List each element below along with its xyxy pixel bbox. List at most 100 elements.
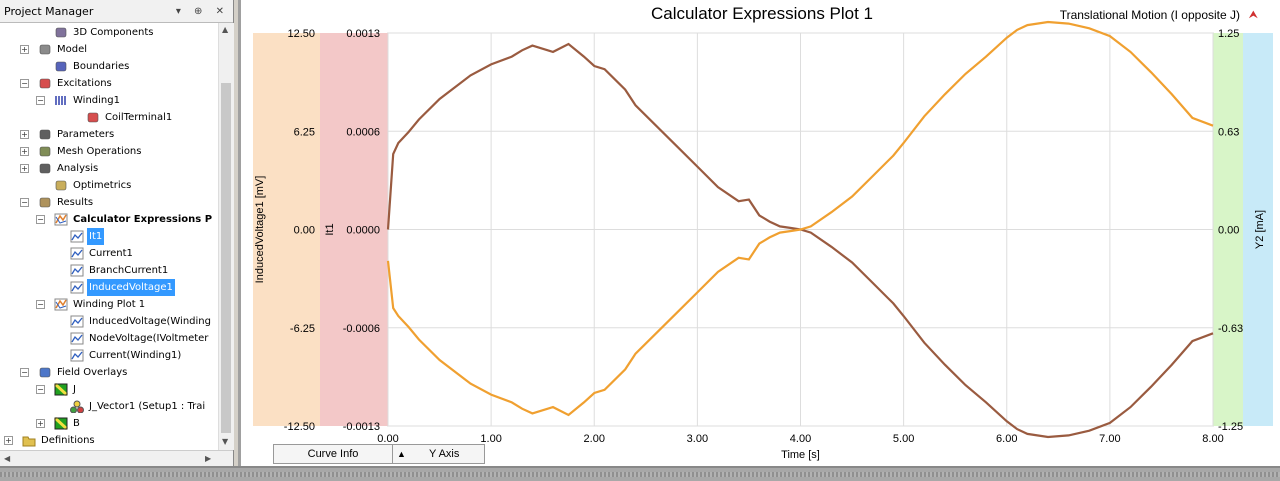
band-right-axis bbox=[1213, 33, 1243, 426]
y-tick-label: -6.25 bbox=[290, 323, 315, 335]
plot-subtitle: Translational Motion (I opposite J) bbox=[1059, 8, 1240, 22]
trace-icon bbox=[70, 247, 84, 260]
series-orange bbox=[386, 20, 1214, 417]
collapse-icon[interactable]: − bbox=[36, 96, 45, 105]
collapse-icon[interactable]: − bbox=[20, 198, 29, 207]
vector-icon bbox=[70, 400, 84, 414]
trace-icon bbox=[70, 349, 84, 362]
y-tick-label: -12.50 bbox=[284, 421, 315, 433]
tree-item-label: B bbox=[73, 418, 80, 429]
tree-item-label: Winding1 bbox=[73, 95, 120, 106]
tab-y-axis[interactable]: ▲ Y Axis bbox=[393, 445, 483, 463]
band-induced-voltage-axis bbox=[253, 33, 320, 426]
excitations-icon bbox=[38, 77, 52, 90]
tree-item-label: Calculator Expressions P bbox=[73, 214, 213, 225]
y-tick-label: 0.00 bbox=[294, 225, 315, 237]
y-tick-label: -0.0013 bbox=[343, 421, 380, 433]
tree-vertical-scrollbar[interactable]: ▲ ▼ bbox=[218, 23, 234, 450]
scroll-thumb[interactable] bbox=[221, 83, 231, 433]
panel-title: Project Manager bbox=[4, 5, 94, 18]
field-overlays-icon bbox=[38, 366, 52, 379]
y-tick-label: 6.25 bbox=[294, 126, 315, 138]
collapse-icon[interactable]: − bbox=[20, 79, 29, 88]
y-tick-label: 0.0000 bbox=[346, 225, 380, 237]
tree-item-label: Current(Winding1) bbox=[89, 350, 182, 361]
collapse-icon[interactable]: − bbox=[20, 368, 29, 377]
expand-icon[interactable]: + bbox=[20, 164, 29, 173]
y-tick-label: 0.0006 bbox=[346, 126, 380, 138]
scroll-right-icon[interactable]: ▶ bbox=[205, 454, 212, 463]
tree-item-label: Analysis bbox=[57, 163, 99, 174]
panel-title-bar: Project Manager ▾ ⊕ ✕ bbox=[0, 0, 233, 23]
y-tick-label: 12.50 bbox=[287, 28, 315, 40]
plot-window: 0.00 1.00 2.00 3.00 4.00 5.00 6.00 7.00 8.00 Time… bbox=[238, 0, 1280, 466]
scroll-down-icon[interactable]: ▼ bbox=[222, 437, 229, 446]
tree-item-label: Field Overlays bbox=[57, 367, 128, 378]
parameters-icon bbox=[38, 128, 52, 141]
tree-item-label: 3D Components bbox=[73, 27, 154, 38]
trace-icon bbox=[70, 315, 84, 328]
plot-title: Calculator Expressions Plot 1 bbox=[650, 4, 874, 23]
coil-terminal-icon bbox=[86, 111, 100, 124]
legend-tabs: Curve Info ▲ Y Axis bbox=[273, 444, 485, 464]
tree-item-label: InducedVoltage1 bbox=[87, 279, 175, 296]
tree-item-label: BranchCurrent1 bbox=[89, 265, 169, 276]
tree-horizontal-scrollbar[interactable]: ◀ ▶ bbox=[0, 450, 233, 467]
y-tick-label: 1.25 bbox=[1218, 28, 1239, 40]
tree-item-label: CoilTerminal1 bbox=[105, 112, 173, 123]
expand-icon[interactable]: + bbox=[36, 419, 45, 428]
y-axis-label-y2: Y2 [mA] bbox=[1254, 210, 1266, 249]
status-bar bbox=[0, 466, 1280, 481]
panel-controls[interactable]: ▾ ⊕ ✕ bbox=[175, 6, 229, 17]
collapse-icon[interactable]: − bbox=[36, 215, 45, 224]
x-tick-label: 7.00 bbox=[1099, 433, 1120, 445]
optimetrics-icon bbox=[54, 179, 68, 192]
y-tick-label: -1.25 bbox=[1218, 421, 1243, 433]
x-axis-label: Time [s] bbox=[781, 449, 820, 461]
scroll-up-icon[interactable]: ▲ bbox=[222, 25, 229, 34]
tree-item-label: InducedVoltage(Winding bbox=[89, 316, 211, 327]
expand-icon[interactable]: + bbox=[20, 147, 29, 156]
y-axis-label-it1: It1 bbox=[324, 223, 336, 235]
tree-item-label: Current1 bbox=[89, 248, 133, 259]
x-tick-label: 3.00 bbox=[687, 433, 708, 445]
y-tick-label: 0.63 bbox=[1218, 126, 1239, 138]
tree-item-label: Optimetrics bbox=[73, 180, 132, 191]
y-axis-label-induced-voltage: InducedVoltage1 [mV] bbox=[254, 176, 266, 284]
model-icon bbox=[38, 43, 52, 56]
y-tick-label: 0.0013 bbox=[346, 28, 380, 40]
x-tick-label: 4.00 bbox=[790, 433, 811, 445]
tree-item-label: Winding Plot 1 bbox=[73, 299, 146, 310]
expand-icon[interactable]: + bbox=[20, 130, 29, 139]
project-tree: 3D Components + Model Boundaries − Excitation… bbox=[0, 23, 218, 450]
project-manager-panel: Project Manager ▾ ⊕ ✕ 3D Components + Mode… bbox=[0, 0, 234, 467]
tree-item-label: Results bbox=[57, 197, 94, 208]
analysis-icon bbox=[38, 162, 52, 175]
tree-item-label: Parameters bbox=[57, 129, 115, 140]
scroll-left-icon[interactable]: ◀ bbox=[4, 454, 11, 463]
plot-canvas: 0.00 1.00 2.00 3.00 4.00 5.00 6.00 7.00 8.00 Time… bbox=[253, 20, 1273, 461]
report-icon bbox=[54, 298, 68, 311]
collapse-icon[interactable]: − bbox=[36, 300, 45, 309]
results-icon bbox=[38, 196, 52, 209]
expand-icon[interactable]: + bbox=[20, 45, 29, 54]
x-tick-label: 8.00 bbox=[1202, 433, 1223, 445]
folder-icon bbox=[22, 434, 36, 447]
components-icon bbox=[54, 26, 68, 39]
band-it1-axis bbox=[320, 33, 388, 426]
tab-curve-info[interactable]: Curve Info bbox=[274, 445, 393, 463]
trace-icon bbox=[70, 332, 84, 345]
x-tick-label: 6.00 bbox=[996, 433, 1017, 445]
expand-icon[interactable]: + bbox=[4, 436, 13, 445]
x-tick-label: 0.00 bbox=[377, 433, 398, 445]
y-tick-label: 0.00 bbox=[1218, 225, 1239, 237]
y-tick-label: -0.0006 bbox=[343, 323, 380, 335]
tree-item-label: Definitions bbox=[41, 435, 95, 446]
tree-item-label: Excitations bbox=[57, 78, 112, 89]
series-brown bbox=[386, 42, 1214, 439]
collapse-icon[interactable]: − bbox=[36, 385, 45, 394]
tree-item-label: NodeVoltage(IVoltmeter bbox=[89, 333, 209, 344]
tree-item-label: J bbox=[73, 384, 76, 395]
x-tick-label: 1.00 bbox=[480, 433, 501, 445]
y-tick-label: -0.63 bbox=[1218, 323, 1243, 335]
